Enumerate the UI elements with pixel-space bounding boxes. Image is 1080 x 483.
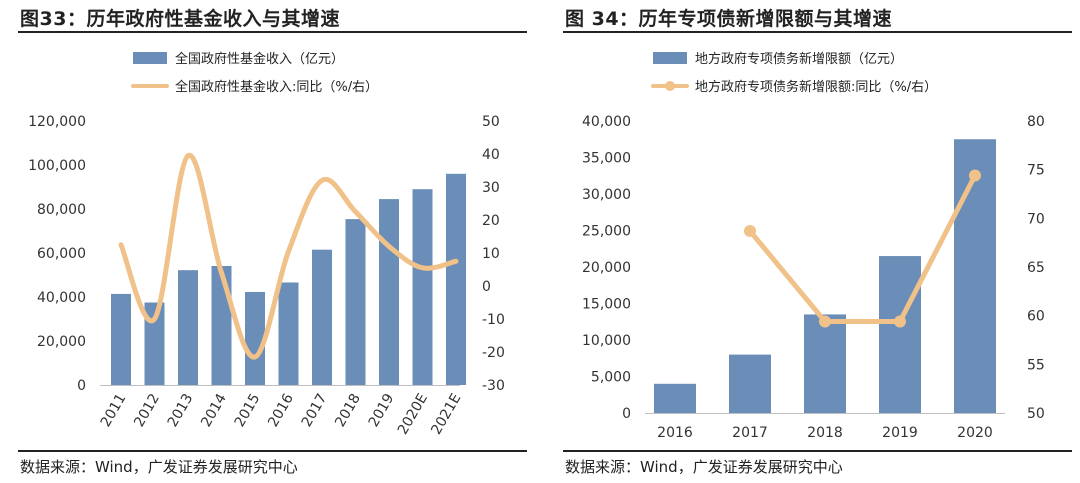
left-axis-tick-label: 15,000 <box>582 297 631 313</box>
bar <box>446 173 466 385</box>
right-axis-tick-label: 0 <box>482 279 491 295</box>
left-axis-tick-label: 80,000 <box>37 202 86 218</box>
x-axis-tick-label: 2016 <box>265 391 297 430</box>
left-axis-tick-label: 100,000 <box>28 158 86 174</box>
right-axis-tick-label: 40 <box>482 147 500 163</box>
line-point <box>744 224 756 237</box>
left-axis-tick-label: 40,000 <box>582 114 631 130</box>
left-axis-tick-label: 0 <box>622 406 631 422</box>
title-divider <box>18 31 527 33</box>
right-axis-tick-label: -20 <box>482 345 505 361</box>
x-axis-tick-label: 2013 <box>165 391 197 430</box>
line-point <box>969 169 981 182</box>
right-axis-tick-label: 75 <box>1027 163 1045 179</box>
left-axis-tick-label: 20,000 <box>37 334 86 350</box>
bar <box>412 189 433 385</box>
bar <box>178 270 198 385</box>
legend-swatch-bar <box>133 52 167 64</box>
chart-title: 图 34：历年专项债新增限额与其增速 <box>565 8 893 30</box>
legend-label-line: 全国政府性基金收入:同比（%/右） <box>175 79 378 95</box>
left-axis-tick-label: 0 <box>77 378 86 394</box>
left-axis-tick-label: 25,000 <box>582 224 631 240</box>
source-divider <box>563 450 1072 452</box>
title-divider <box>563 31 1072 33</box>
legend-label-bar: 地方政府专项债务新增限额（亿元） <box>695 51 903 67</box>
series-line <box>118 153 459 360</box>
bar <box>144 302 165 385</box>
x-axis-tick-label: 2015 <box>232 391 264 430</box>
right-axis-tick-label: -10 <box>482 312 505 328</box>
right-axis-tick-label: 80 <box>1027 114 1045 130</box>
legend-label-line: 地方政府专项债务新增限额:同比（%/右） <box>695 79 937 95</box>
source-note: 数据来源：Wind，广发证券发展研究中心 <box>565 458 843 476</box>
bar <box>379 199 399 385</box>
chart-panel-left: 图33：历年政府性基金收入与其增速 全国政府性基金收入（亿元） 全国政府性基金收入… <box>0 0 535 483</box>
bar <box>211 265 232 385</box>
right-axis-tick-label: 10 <box>482 246 500 262</box>
bar <box>729 354 771 413</box>
right-axis-tick-label: 20 <box>482 213 500 229</box>
right-axis-tick-label: 30 <box>482 180 500 196</box>
chart-svg-right: 地方政府专项债务新增限额（亿元） 地方政府专项债务新增限额:同比（%/右） 0 5,0… <box>582 51 1045 441</box>
right-axis-tick-label: 55 <box>1027 357 1045 373</box>
x-axis-tick-label: 2019 <box>366 391 398 430</box>
x-axis-tick-label: 2017 <box>732 425 768 441</box>
x-axis-tick-label: 2012 <box>131 391 163 430</box>
left-axis-tick-label: 5,000 <box>591 370 631 386</box>
x-axis-tick-label: 2021E <box>428 391 464 438</box>
bar <box>654 383 696 413</box>
right-axis-tick-label: 60 <box>1027 309 1045 325</box>
source-note: 数据来源：Wind，广发证券发展研究中心 <box>20 458 298 476</box>
bar <box>245 291 265 385</box>
x-axis-tick-label: 2011 <box>98 391 130 430</box>
right-axis-tick-label: 70 <box>1027 211 1045 227</box>
x-axis-tick-label: 2018 <box>807 425 843 441</box>
line-point <box>894 315 906 328</box>
bar <box>312 249 332 385</box>
x-axis-tick-label: 2020E <box>395 391 431 438</box>
chart-title: 图33：历年政府性基金收入与其增速 <box>20 8 340 30</box>
bar <box>954 139 996 413</box>
right-axis-tick-label: 50 <box>482 114 500 130</box>
x-axis-tick-label: 2017 <box>299 391 331 430</box>
bar <box>804 314 846 413</box>
left-axis-tick-label: 40,000 <box>37 290 86 306</box>
bar <box>879 256 921 413</box>
chart-svg-left: 全国政府性基金收入（亿元） 全国政府性基金收入:同比（%/右） 0 20,000 40,… <box>28 51 505 438</box>
x-axis-tick-label: 2018 <box>332 391 364 430</box>
right-axis-tick-label: 50 <box>1027 406 1045 422</box>
left-axis-tick-label: 120,000 <box>28 114 86 130</box>
x-axis-tick-label: 2020 <box>957 425 993 441</box>
legend-swatch-bar <box>653 52 687 64</box>
line-point <box>819 315 831 328</box>
left-axis-tick-label: 35,000 <box>582 151 631 167</box>
bar <box>278 282 299 385</box>
series-line <box>747 173 978 325</box>
bar <box>111 293 131 385</box>
x-axis-tick-label: 2014 <box>198 391 230 430</box>
legend-label-bar: 全国政府性基金收入（亿元） <box>175 51 344 67</box>
left-axis-tick-label: 20,000 <box>582 260 631 276</box>
source-divider <box>18 450 527 452</box>
left-axis-tick-label: 30,000 <box>582 187 631 203</box>
bar <box>345 219 366 385</box>
left-axis-tick-label: 60,000 <box>37 246 86 262</box>
x-axis-tick-label: 2019 <box>882 425 918 441</box>
chart-panel-right: 图 34：历年专项债新增限额与其增速 地方政府专项债务新增限额（亿元） 地方政府专… <box>545 0 1080 483</box>
right-axis-tick-label: -30 <box>482 378 505 394</box>
x-axis-tick-label: 2016 <box>657 425 693 441</box>
left-axis-tick-label: 10,000 <box>582 333 631 349</box>
legend-marker <box>665 81 675 91</box>
right-axis-tick-label: 65 <box>1027 260 1045 276</box>
